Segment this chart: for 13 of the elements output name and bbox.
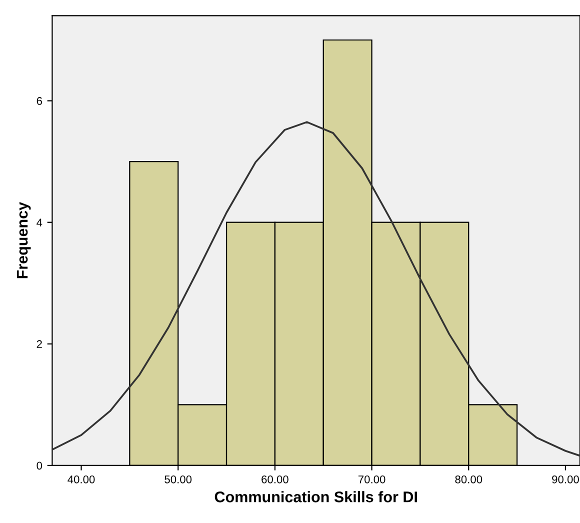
x-tick-label: 70.00	[358, 475, 386, 484]
x-tick-label: 80.00	[455, 475, 482, 484]
y-axis-title: Frequency	[17, 202, 31, 278]
x-tick-label: 40.00	[68, 475, 95, 484]
x-axis-title: Communication Skills for DI	[214, 491, 417, 502]
y-tick-label: 6	[36, 97, 42, 105]
x-tick-label: 60.00	[262, 475, 288, 484]
y-tick-label: 4	[36, 218, 42, 226]
y-tick-label: 0	[36, 462, 42, 470]
y-tick-label: 2	[36, 340, 42, 348]
x-tick-label: 50.00	[164, 475, 192, 484]
line-series	[52, 121, 580, 457]
x-tick-label: 90.00	[552, 475, 579, 484]
